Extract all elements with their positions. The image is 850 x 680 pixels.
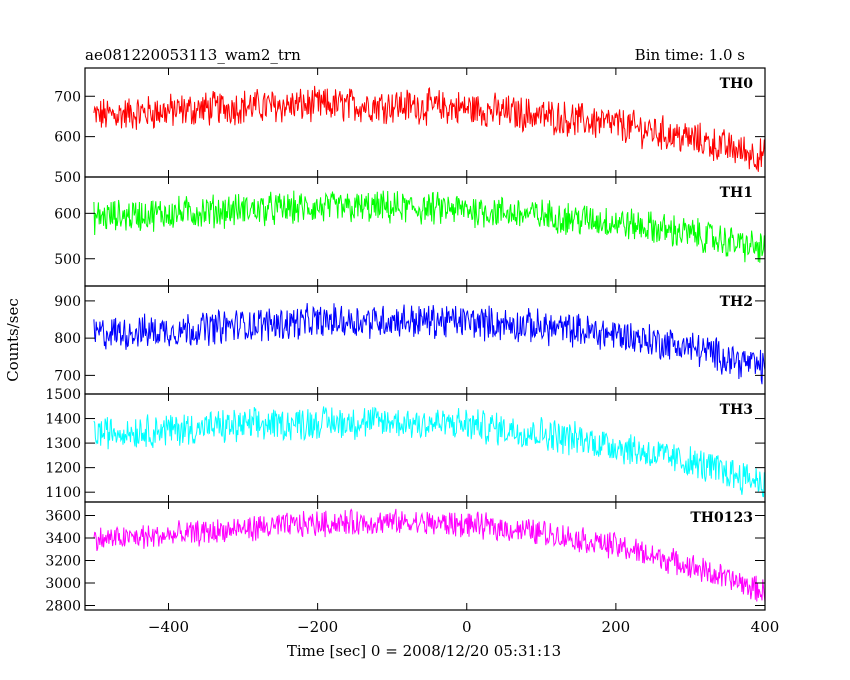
series-line-th0 (93, 85, 766, 172)
y-tick-label: 1100 (45, 485, 81, 501)
x-tick-label: −200 (297, 618, 338, 636)
panel-th3: 1100 1200 1300 1400 1500 TH3 (45, 387, 766, 503)
y-tick-label: 700 (54, 89, 81, 105)
bin-time-label: Bin time: 1.0 s (635, 46, 745, 64)
y-axis-label: Counts/sec (4, 298, 22, 382)
x-tick-label: 200 (602, 618, 631, 636)
x-tick-label: −400 (148, 618, 189, 636)
series-line-th1 (93, 190, 766, 263)
panel-th0: 500 600 700 TH0 (54, 67, 766, 186)
panel-frame (84, 176, 766, 287)
panel-label: TH3 (720, 402, 753, 418)
y-tick-label: 900 (54, 294, 81, 310)
x-tick-label: 0 (462, 618, 472, 636)
panel-label: TH0123 (690, 510, 753, 526)
y-tick-label: 700 (54, 368, 81, 384)
panel-th1: 500 600 TH1 (54, 176, 766, 287)
y-tick-label: 600 (54, 130, 81, 146)
panel-label: TH1 (720, 185, 753, 201)
x-axis: −400 −200 0 200 400 (148, 618, 779, 636)
y-tick-label: 2800 (45, 599, 81, 615)
y-tick-label: 500 (54, 252, 81, 268)
y-tick-label: 1400 (45, 412, 81, 428)
series-line-th2 (93, 303, 766, 385)
panel-frame (84, 501, 766, 611)
y-tick-label: 3600 (45, 509, 81, 525)
x-axis-label: Time [sec] 0 = 2008/12/20 05:31:13 (287, 642, 561, 660)
y-tick-label: 600 (54, 206, 81, 222)
panels-group: 500 600 700 TH0 500 600 TH1 700 800 900 TH2 1100 120… (45, 67, 766, 615)
y-tick-label: 800 (54, 331, 81, 347)
panel-label: TH0 (720, 76, 754, 92)
panel-th2: 700 800 900 TH2 (54, 285, 766, 395)
y-tick-label: 500 (54, 170, 81, 186)
y-tick-label: 1500 (45, 387, 81, 403)
series-line-th3 (93, 406, 766, 498)
y-tick-label: 3200 (45, 554, 81, 570)
panel-label: TH2 (720, 294, 753, 310)
chart-title: ae081220053113_wam2_trn (85, 46, 301, 64)
series-line-th0123 (93, 508, 766, 603)
y-tick-label: 1200 (45, 461, 81, 477)
y-tick-label: 3400 (45, 531, 81, 547)
x-tick-label: 400 (751, 618, 780, 636)
y-tick-label: 1300 (45, 436, 81, 452)
y-tick-label: 3000 (45, 576, 81, 592)
panel-th0123: 2800 3000 3200 3400 3600 TH0123 (45, 501, 766, 615)
